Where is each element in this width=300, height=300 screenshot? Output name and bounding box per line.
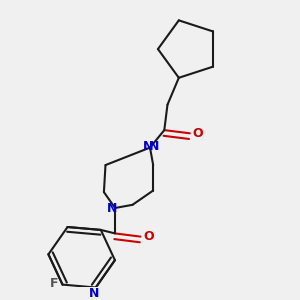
Text: N: N: [107, 202, 118, 215]
Text: N: N: [143, 140, 154, 154]
Text: O: O: [143, 230, 154, 243]
Text: F: F: [50, 277, 59, 290]
Text: N: N: [89, 287, 99, 300]
Text: N: N: [148, 140, 159, 152]
Text: O: O: [192, 127, 203, 140]
